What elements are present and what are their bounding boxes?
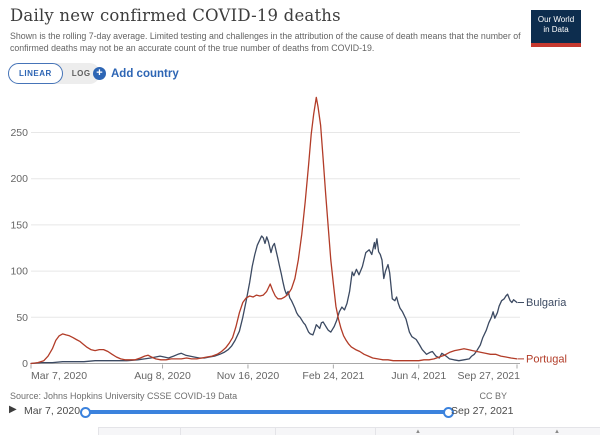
x-tick-label: Mar 7, 2020 (31, 370, 87, 382)
line-chart[interactable]: 0 50 100 150 200 250 Mar 7, 2020 Aug 8, 2020 Nov… (0, 86, 600, 383)
y-tick-label: 0 (22, 358, 28, 370)
timeline-start-label: Mar 7, 2020 (24, 405, 81, 417)
timeline-track[interactable] (86, 410, 448, 414)
scale-toggle: LINEAR LOG (8, 63, 100, 84)
x-tick-label: Nov 16, 2020 (217, 370, 280, 382)
log-button[interactable]: LOG (63, 63, 100, 84)
sort-icon: ▲ (554, 429, 560, 435)
chart-subtitle: Shown is the rolling 7-day average. Limi… (10, 31, 521, 53)
x-tick-label: Feb 24, 2021 (302, 370, 364, 382)
play-icon[interactable]: ▶ (9, 404, 17, 415)
table-header-cell[interactable] (375, 427, 513, 435)
table-header-cell[interactable] (180, 427, 275, 435)
license-link[interactable]: CC BY (479, 391, 507, 401)
timeline-handle-end[interactable] (443, 406, 454, 418)
x-tick-label: Jun 4, 2021 (391, 370, 446, 382)
timeline-end-label: Sep 27, 2021 (451, 405, 514, 417)
x-tick-label: Sep 27, 2021 (458, 370, 521, 382)
series-line-bulgaria[interactable] (30, 235, 518, 365)
table-header-strip (98, 427, 600, 435)
owid-logo-line1: Our World (537, 15, 575, 24)
linear-button[interactable]: LINEAR (8, 63, 63, 84)
series-label-bulgaria: Bulgaria (526, 297, 567, 309)
owid-logo[interactable]: Our World in Data (531, 10, 581, 47)
x-tick-label: Aug 8, 2020 (134, 370, 191, 382)
y-tick-label: 150 (10, 219, 28, 231)
sort-icon: ▲ (415, 429, 421, 435)
y-tick-label: 100 (10, 266, 28, 278)
y-tick-label: 250 (10, 127, 28, 139)
series-label-portugal: Portugal (526, 353, 567, 365)
plus-icon: + (93, 67, 106, 80)
add-country-label: Add country (111, 67, 179, 80)
y-tick-label: 200 (10, 173, 28, 185)
owid-logo-line2: in Data (543, 24, 569, 34)
series-line-portugal[interactable] (30, 96, 518, 365)
table-header-cell[interactable] (275, 427, 375, 435)
source-note: Source: Johns Hopkins University CSSE CO… (10, 391, 238, 401)
add-country-button[interactable]: + Add country (87, 63, 185, 84)
table-header-cell[interactable] (513, 427, 600, 435)
y-tick-label: 50 (16, 312, 28, 324)
timeline-handle-start[interactable] (80, 406, 91, 418)
table-header-cell[interactable] (98, 427, 180, 435)
timeline-slider[interactable] (80, 404, 454, 420)
page-title: Daily new confirmed COVID-19 deaths (10, 6, 341, 25)
